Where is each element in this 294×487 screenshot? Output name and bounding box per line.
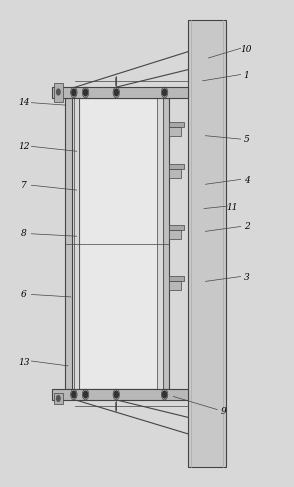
- Text: 7: 7: [21, 181, 27, 190]
- Text: 4: 4: [244, 176, 249, 185]
- Bar: [169, 164, 184, 169]
- Text: 8: 8: [21, 229, 27, 238]
- Text: 1: 1: [244, 72, 249, 80]
- Circle shape: [114, 391, 118, 398]
- Bar: [54, 83, 63, 102]
- Text: 3: 3: [244, 273, 249, 282]
- Circle shape: [163, 89, 167, 96]
- Text: 13: 13: [18, 358, 30, 367]
- Text: 2: 2: [244, 222, 249, 231]
- Circle shape: [83, 391, 88, 398]
- Bar: [163, 98, 169, 389]
- Circle shape: [72, 89, 76, 96]
- Bar: [169, 281, 181, 290]
- Bar: [169, 122, 184, 127]
- Circle shape: [56, 89, 60, 95]
- Circle shape: [163, 391, 167, 398]
- Text: 5: 5: [244, 134, 249, 144]
- Text: 12: 12: [18, 142, 30, 151]
- Bar: [169, 276, 184, 281]
- Bar: [188, 20, 226, 467]
- Text: 6: 6: [21, 290, 27, 299]
- Bar: [169, 169, 181, 178]
- Circle shape: [83, 89, 88, 96]
- Bar: [74, 98, 78, 389]
- Bar: [169, 127, 181, 136]
- Text: 9: 9: [220, 407, 226, 415]
- Bar: [169, 225, 184, 230]
- Circle shape: [114, 89, 118, 96]
- Circle shape: [56, 395, 60, 401]
- Bar: [79, 98, 163, 389]
- Bar: [65, 98, 71, 389]
- Bar: [52, 87, 188, 98]
- Text: 14: 14: [18, 98, 30, 107]
- Bar: [157, 98, 163, 389]
- Bar: [52, 389, 188, 400]
- Text: 11: 11: [226, 203, 238, 211]
- Bar: [169, 230, 181, 239]
- Bar: [54, 393, 63, 404]
- Circle shape: [72, 391, 76, 398]
- Text: 10: 10: [241, 45, 252, 54]
